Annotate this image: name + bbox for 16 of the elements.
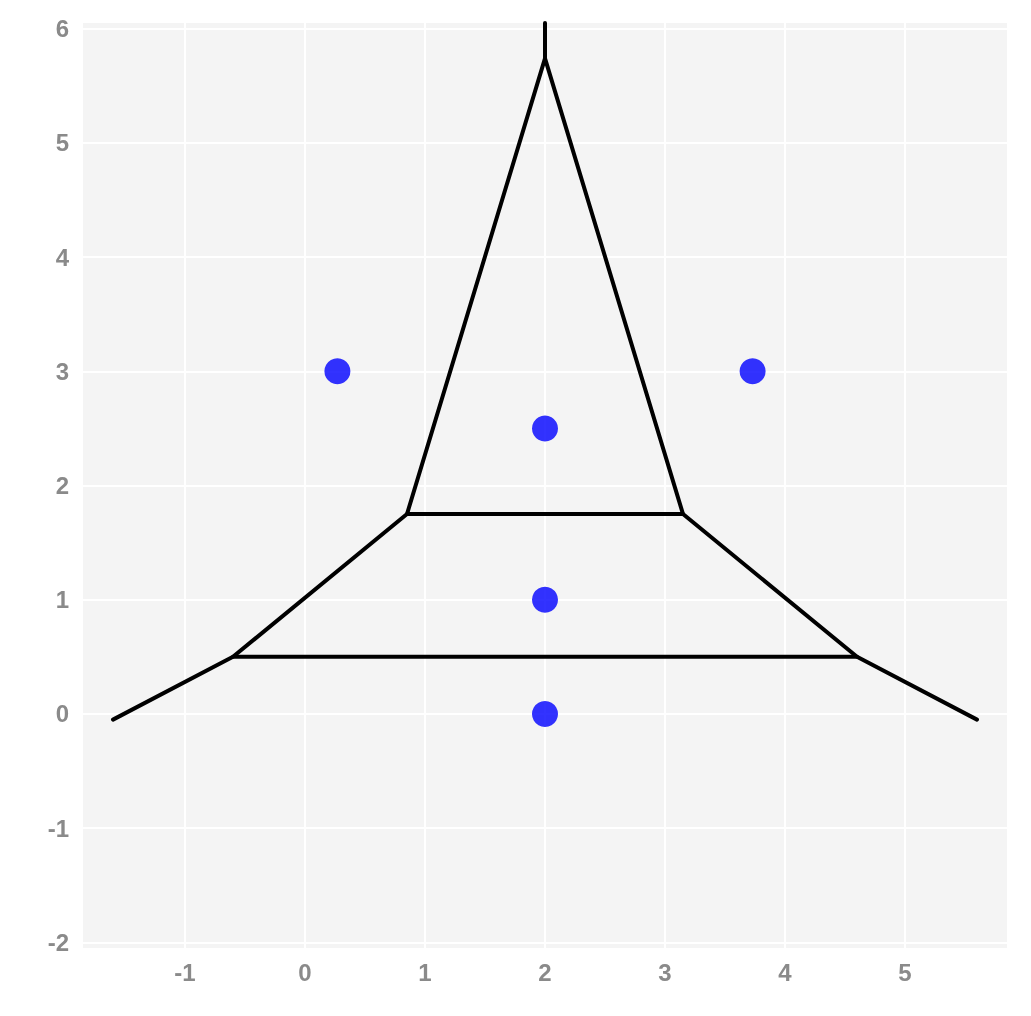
x-tick-label: -1 [174, 958, 196, 986]
x-tick-label: 2 [538, 958, 552, 986]
y-tick-label: 1 [55, 586, 69, 614]
y-tick-label: 5 [55, 129, 69, 157]
x-tick-label: 5 [898, 958, 912, 986]
y-tick-label: 6 [55, 15, 69, 43]
x-tick-label: 4 [778, 958, 793, 986]
x-tick-label: 0 [298, 958, 312, 986]
y-tick-label: 3 [55, 357, 69, 385]
y-tick-label: -1 [47, 814, 69, 842]
x-tick-label: 3 [658, 958, 672, 986]
y-tick-label: -2 [47, 928, 69, 956]
y-tick-label: 4 [55, 243, 70, 271]
y-tick-label: 2 [55, 472, 69, 499]
x-tick-label: 1 [418, 958, 432, 986]
y-tick-label: 0 [55, 700, 69, 728]
